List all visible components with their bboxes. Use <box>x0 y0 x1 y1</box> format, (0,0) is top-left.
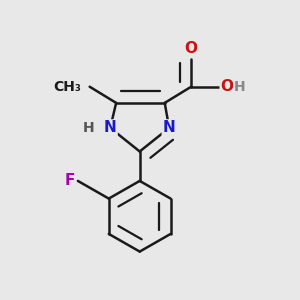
Text: N: N <box>163 120 175 135</box>
Text: H: H <box>82 121 94 135</box>
Text: N: N <box>104 120 117 135</box>
Text: CH₃: CH₃ <box>53 80 81 94</box>
Text: F: F <box>64 173 75 188</box>
Text: O: O <box>185 41 198 56</box>
Text: H: H <box>234 80 245 94</box>
Text: O: O <box>221 79 234 94</box>
